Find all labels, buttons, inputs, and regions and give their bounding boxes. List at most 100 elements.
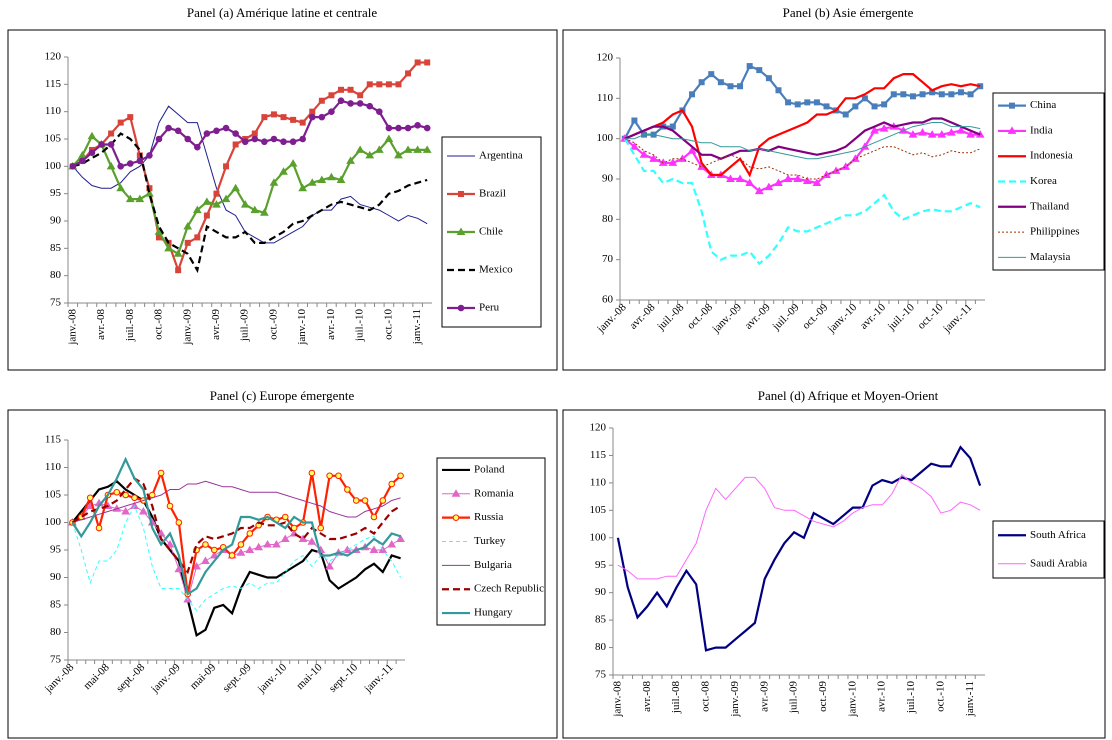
marker: [261, 114, 268, 121]
marker: [394, 150, 403, 159]
marker: [335, 472, 342, 480]
marker: [812, 178, 822, 187]
marker: [717, 79, 724, 86]
marker: [107, 141, 115, 148]
marker: [165, 124, 172, 132]
y-tick-label: 95: [595, 559, 607, 571]
marker: [251, 135, 259, 143]
series-line: [624, 138, 981, 180]
x-tick-label: janv.-08: [611, 681, 623, 718]
series-line: [616, 445, 982, 652]
marker: [355, 145, 365, 153]
x-tick-label: avr.-08: [641, 681, 653, 712]
marker: [232, 141, 239, 148]
legend-label: Malaysia: [1030, 251, 1070, 263]
x-tick-label: janv.-09: [710, 301, 745, 336]
marker: [308, 113, 316, 121]
marker: [631, 117, 638, 124]
marker: [745, 178, 755, 187]
marker: [165, 540, 175, 548]
marker: [649, 154, 658, 162]
marker: [909, 93, 916, 100]
y-tick-label: 70: [602, 253, 614, 265]
panel-frame: [562, 29, 1106, 371]
marker: [957, 89, 964, 96]
marker: [802, 176, 812, 185]
marker: [139, 507, 148, 515]
x-tick-label: juil.-09: [770, 301, 802, 333]
marker: [422, 145, 432, 153]
marker: [890, 91, 897, 98]
y-tick-label: 90: [50, 571, 62, 583]
x-tick-label: avr.-10: [325, 309, 337, 340]
marker: [344, 486, 351, 493]
legend-label: Poland: [474, 463, 505, 475]
marker: [245, 545, 255, 553]
x-tick-label: mai-09: [188, 661, 219, 692]
marker: [135, 194, 145, 203]
marker: [280, 534, 290, 542]
marker: [908, 130, 918, 138]
marker: [95, 524, 103, 532]
marker: [352, 497, 360, 504]
marker: [213, 127, 220, 135]
marker: [405, 70, 412, 77]
marker: [106, 161, 116, 170]
chart-panel: Panel (a) Amérique latine et centrale 75 8…: [7, 5, 558, 371]
marker: [175, 267, 182, 274]
marker: [414, 59, 421, 66]
y-tick-label: 100: [45, 516, 62, 528]
marker: [318, 97, 325, 104]
marker: [387, 540, 397, 548]
legend-label: Philippines: [1030, 226, 1080, 238]
marker: [793, 174, 803, 182]
marker: [307, 537, 317, 545]
marker: [823, 103, 830, 110]
series-line: [72, 105, 428, 244]
marker: [203, 130, 211, 137]
chart-title: Panel (d) Afrique et Moyen-Orient: [758, 388, 939, 403]
marker: [79, 157, 86, 165]
marker: [630, 142, 639, 150]
marker: [764, 182, 774, 191]
y-tick-label: 75: [50, 654, 62, 666]
y-tick-label: 85: [50, 599, 62, 611]
marker: [86, 494, 94, 502]
y-tick-label: 90: [595, 586, 607, 598]
y-tick-label: 100: [45, 160, 62, 172]
marker: [88, 149, 96, 156]
marker: [754, 186, 764, 195]
x-tick-label: janv.-11: [362, 661, 396, 695]
y-tick-label: 120: [597, 52, 614, 64]
marker: [948, 91, 955, 98]
marker: [785, 99, 792, 106]
legend-label: Brazil: [479, 188, 506, 200]
y-tick-label: 110: [597, 92, 614, 104]
marker: [117, 119, 124, 126]
marker: [726, 174, 735, 182]
x-tick-label: avr.-10: [876, 681, 888, 712]
x-tick-label: avr.-09: [742, 301, 773, 332]
marker: [289, 138, 297, 146]
marker: [687, 146, 697, 154]
marker: [157, 469, 165, 477]
marker: [237, 541, 245, 548]
marker: [346, 156, 355, 164]
y-tick-label: 115: [45, 434, 62, 446]
chart-panel: Panel (b) Asie émergente 60 70 80 90 100 110 12…: [562, 5, 1106, 371]
x-tick-label: sept.-10: [327, 661, 361, 695]
y-tick-label: 90: [602, 173, 614, 185]
x-tick-label: juil.-10: [354, 309, 366, 343]
y-tick-label: 85: [595, 614, 607, 626]
marker: [356, 100, 364, 107]
x-tick-label: oct.-08: [153, 309, 165, 340]
marker: [861, 95, 868, 102]
chart-panel: Panel (d) Afrique et Moyen-Orient 75 80 85 9…: [562, 388, 1106, 739]
x-tick-label: janv.-11: [411, 309, 423, 345]
marker: [126, 160, 134, 167]
marker: [228, 552, 236, 559]
x-tick-label: juil.-09: [788, 681, 800, 715]
marker: [369, 545, 379, 553]
y-tick-label: 95: [50, 187, 62, 199]
y-tick-label: 80: [595, 641, 607, 653]
